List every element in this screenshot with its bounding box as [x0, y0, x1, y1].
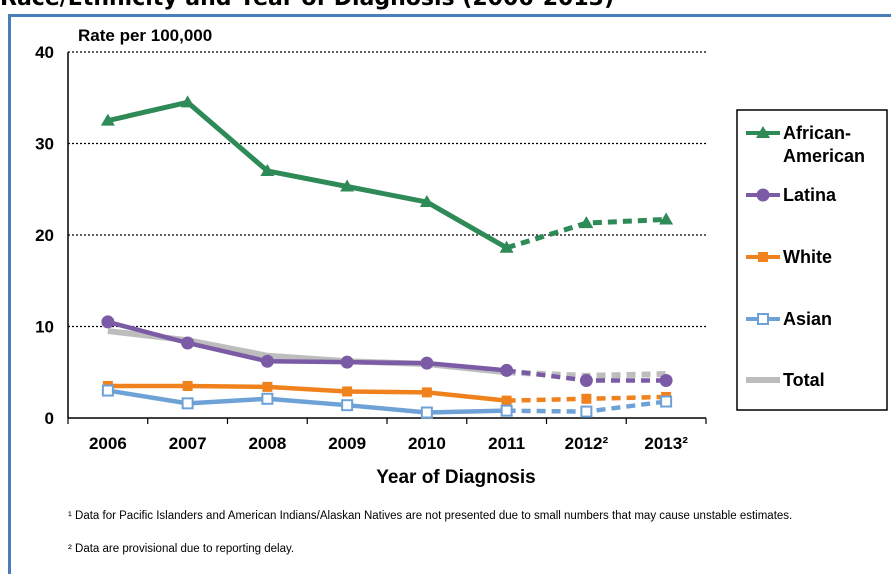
data-point: [420, 356, 434, 370]
data-point: [342, 386, 353, 397]
x-axis-label: Year of Diagnosis: [376, 467, 535, 488]
x-tick-label: 2006: [89, 434, 127, 453]
data-point: [500, 363, 514, 377]
y-axis-label: Rate per 100,000: [78, 26, 212, 45]
data-point: [341, 399, 354, 412]
y-tick-label: 40: [35, 43, 54, 62]
chart-frame: [8, 14, 891, 574]
data-point: [101, 384, 114, 397]
legend-label: Total: [783, 370, 825, 390]
data-point: [180, 95, 195, 108]
series-line-solid: [107, 99, 508, 250]
series-total: [107, 328, 667, 379]
legend: African- American Latina White Asian Total: [736, 109, 888, 411]
y-tick-label: 0: [45, 409, 54, 428]
line-chart: 0 10 20 30 40 2006 2007 2008 2009 2010 2011 2012² 20…: [35, 26, 888, 488]
series-line-solid: [107, 383, 507, 403]
data-point: [260, 354, 274, 368]
data-point: [340, 179, 355, 192]
data-point: [579, 216, 594, 229]
data-point: [181, 397, 194, 410]
legend-marker: [756, 188, 770, 202]
data-point: [260, 163, 275, 176]
legend-label: White: [783, 247, 832, 267]
data-point: [421, 387, 432, 398]
series-african-american: [100, 95, 674, 253]
data-point: [660, 395, 673, 408]
x-tick-label: 2009: [328, 434, 366, 453]
y-tick-label: 20: [35, 226, 54, 245]
data-point: [659, 212, 674, 225]
data-point: [420, 406, 433, 419]
data-point: [501, 395, 512, 406]
data-point: [100, 113, 115, 126]
legend-label-line: American: [783, 146, 865, 166]
data-point: [340, 355, 354, 369]
legend-label-line: African-: [783, 123, 851, 143]
x-tick-label: 2008: [248, 434, 286, 453]
x-tick-label: 2012²: [565, 434, 609, 453]
y-tick-label: 10: [35, 318, 54, 337]
gridlines: [68, 51, 706, 328]
series-asian: [101, 384, 673, 419]
legend-marker: [758, 252, 768, 262]
data-point: [261, 392, 274, 405]
series-line-solid: [107, 319, 507, 373]
legend-marker: [756, 126, 770, 138]
footnote-2: ² Data are provisional due to reporting …: [68, 543, 295, 555]
data-point: [181, 336, 195, 350]
series: [100, 95, 674, 419]
axes: 0 10 20 30 40 2006 2007 2008 2009 2010 2011 2012² 20…: [35, 43, 707, 453]
legend-label: Latina: [783, 185, 837, 205]
data-point: [580, 405, 593, 418]
data-point: [182, 380, 193, 391]
data-point: [659, 373, 673, 387]
data-point: [500, 404, 513, 417]
series-line-solid: [107, 388, 507, 415]
data-point: [262, 381, 273, 392]
series-latina: [101, 315, 673, 387]
y-tick-label: 30: [35, 135, 54, 154]
data-point: [419, 195, 434, 208]
x-tick-label: 2013²: [644, 434, 688, 453]
legend-marker: [757, 313, 769, 325]
data-point: [101, 315, 115, 329]
x-tick-label: 2007: [169, 434, 207, 453]
x-tick-label: 2010: [408, 434, 446, 453]
legend-label: African- American: [783, 123, 865, 166]
x-tick-label: 2011: [488, 434, 525, 453]
page-title: Race/Ethnicity and Year of Diagnosis (20…: [0, 0, 891, 11]
legend-label: Asian: [783, 309, 832, 329]
data-point: [499, 240, 514, 253]
data-point: [579, 373, 593, 387]
data-point: [581, 393, 592, 404]
footnote-1: ¹ Data for Pacific Islanders and America…: [68, 510, 793, 522]
